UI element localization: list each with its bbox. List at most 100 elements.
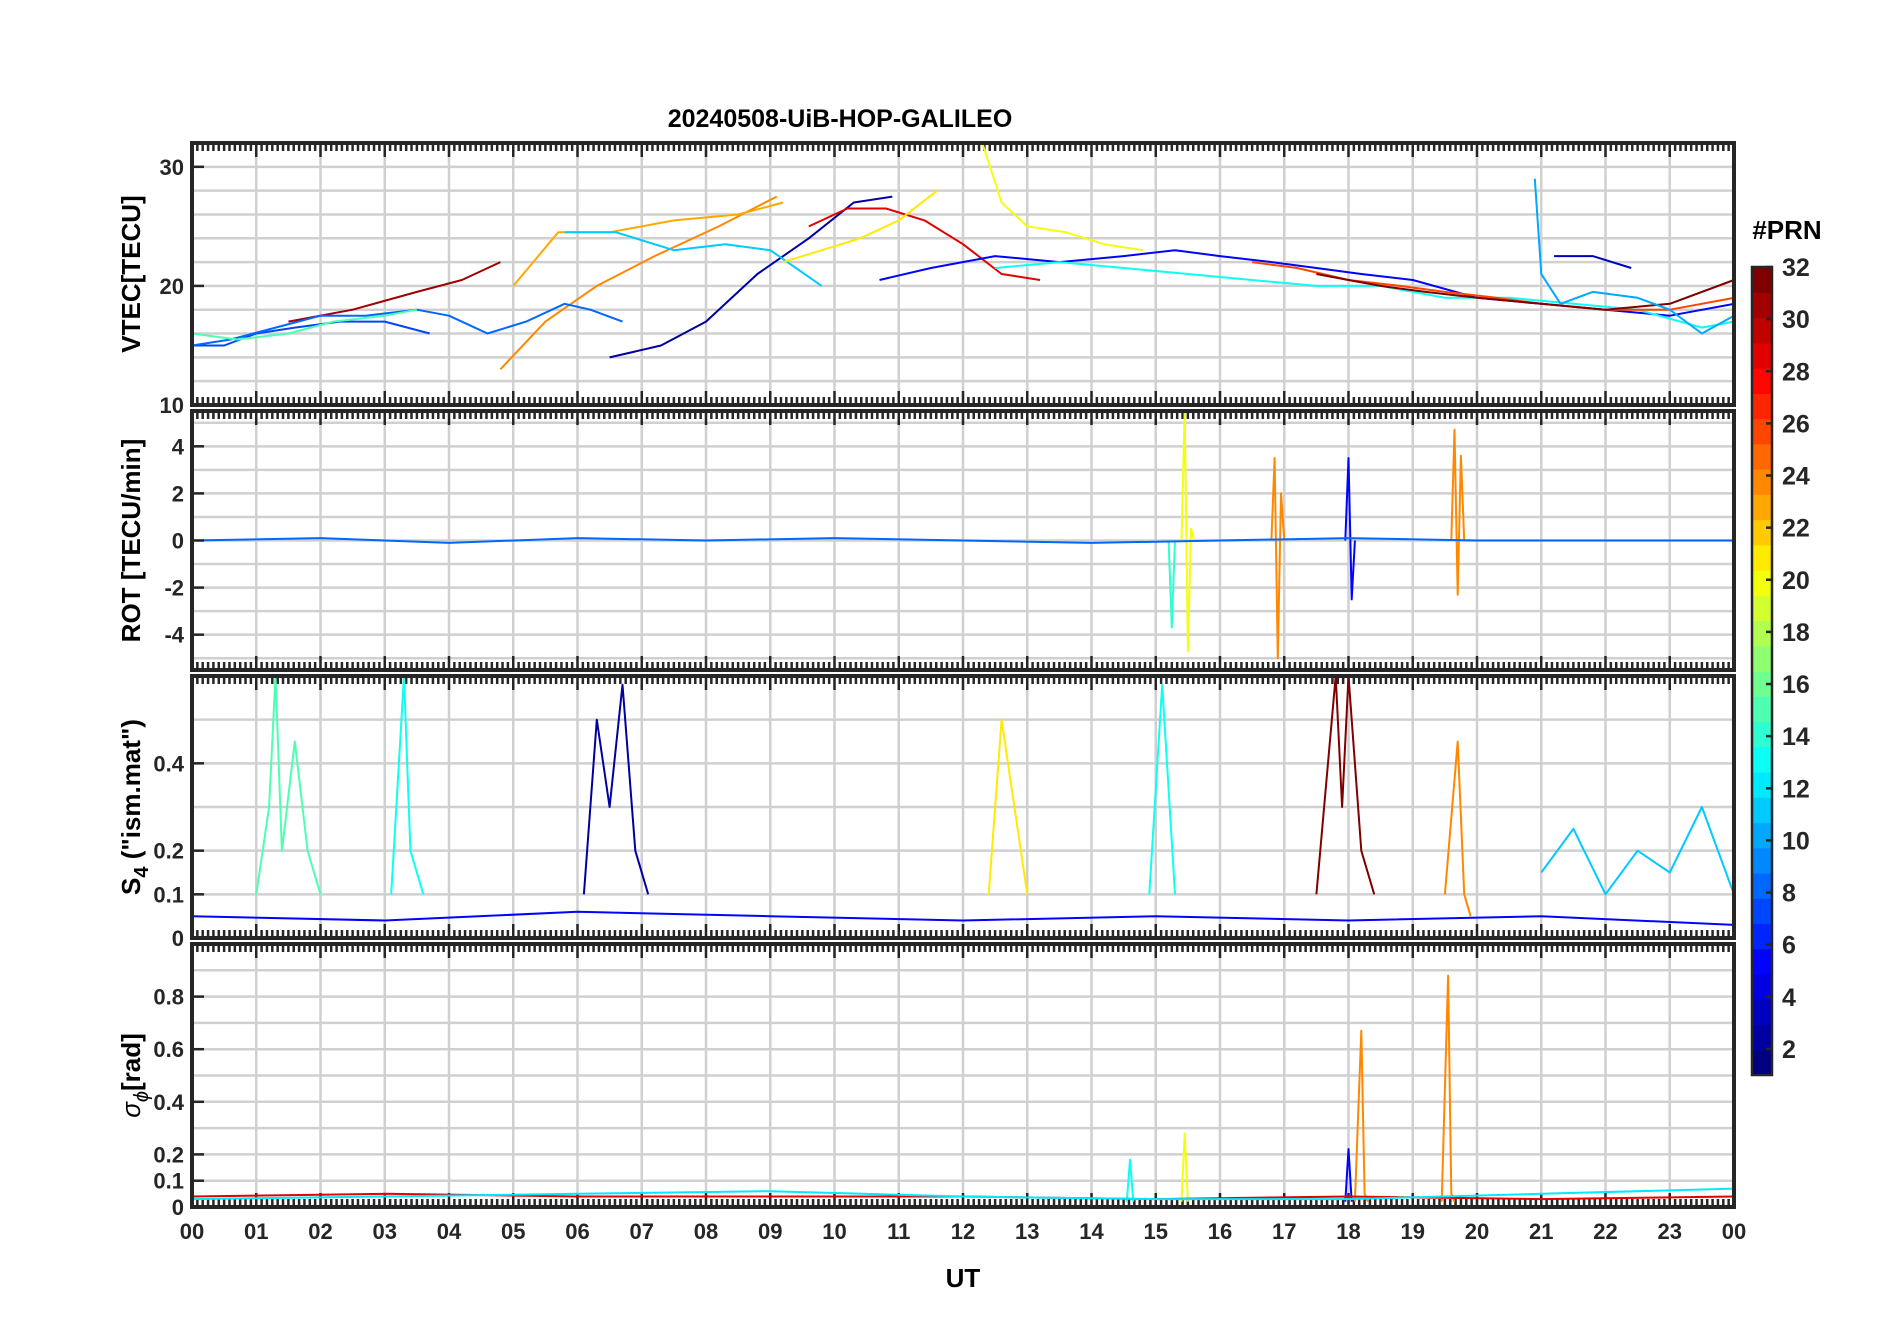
y-tick-label: 0.6 <box>153 1037 184 1062</box>
y-tick-label: 0.2 <box>153 839 184 864</box>
colorbar-bin <box>1752 469 1772 495</box>
y-tick-label: 0 <box>172 926 184 951</box>
series-line-prn-26 <box>1251 261 1734 311</box>
colorbar-bin <box>1752 772 1772 798</box>
colorbar-bin <box>1752 342 1772 369</box>
y-tick-label: 0.8 <box>153 985 184 1010</box>
colorbar-bin <box>1752 721 1772 748</box>
colorbar-bin <box>1752 873 1772 899</box>
colorbar-bin <box>1752 267 1772 293</box>
series-line-prn-13 <box>1125 1158 1135 1202</box>
x-tick-label: 23 <box>1658 1219 1682 1244</box>
x-tick-label: 08 <box>694 1219 718 1244</box>
series-line-prn-21 <box>987 718 1029 895</box>
colorbar-tick-label: 8 <box>1782 880 1796 908</box>
x-tick-label: 13 <box>1015 1219 1039 1244</box>
series-group <box>192 411 1734 660</box>
colorbar-tick-label: 16 <box>1782 671 1810 699</box>
axes-vtec: 10 20 30 VTEC[TECU] <box>116 141 1736 418</box>
series-line-prn-10 <box>1533 178 1734 335</box>
y-tick-label: 4 <box>172 434 185 459</box>
x-axis-label: UT <box>946 1263 981 1293</box>
series-line-prn-11 <box>1540 806 1734 896</box>
x-tick-label: 18 <box>1336 1219 1360 1244</box>
axes-frame <box>190 409 1736 672</box>
colorbar-tick-label: 28 <box>1782 358 1810 386</box>
x-tick-label: 06 <box>565 1219 589 1244</box>
series-line-prn-20 <box>981 143 1144 252</box>
x-tick-label: 20 <box>1465 1219 1489 1244</box>
series-line-prn-24 <box>1443 740 1472 917</box>
colorbar-bin <box>1752 645 1772 672</box>
axes-frame <box>190 942 1736 1209</box>
colorbar-tick-label: 20 <box>1782 567 1810 595</box>
y-tick-label: 0.2 <box>153 1142 184 1167</box>
colorbar-bin <box>1752 923 1772 950</box>
colorbar-title: #PRN <box>1752 215 1821 245</box>
y-tick-label: 30 <box>160 155 184 180</box>
series-line-prn-8 <box>192 302 623 347</box>
series-line-prn-13 <box>1148 683 1176 895</box>
y-tick-label: 10 <box>160 393 184 418</box>
series-line-prn-5 <box>192 910 1734 926</box>
series-line-prn-20 <box>1180 1132 1189 1202</box>
y-tick-label: -4 <box>164 623 184 648</box>
colorbar-tick-label: 4 <box>1782 984 1796 1012</box>
series-line-prn-2 <box>582 683 650 895</box>
colorbar-bin <box>1752 443 1772 470</box>
y-tick-label: 0.4 <box>153 751 184 776</box>
x-tick-label: 07 <box>630 1219 654 1244</box>
x-tick-label: 00 <box>180 1219 204 1244</box>
colorbar-bin <box>1752 1024 1772 1051</box>
colorbar-bin <box>1752 544 1772 571</box>
series-line-prn-13 <box>390 676 425 895</box>
colorbar-bin <box>1752 696 1772 723</box>
axes-sigma-phi: 00.10.2 0.4 0.6 0.8σϕ[rad] <box>116 942 1736 1220</box>
series-line-prn-15 <box>255 676 322 895</box>
series-line-prn-24 <box>1450 428 1466 596</box>
y-axis-label: VTEC[TECU] <box>116 195 146 352</box>
colorbar-tick-label: 12 <box>1782 775 1810 803</box>
y-tick-label: 0 <box>172 1195 184 1220</box>
y-tick-label: 20 <box>160 274 184 299</box>
series-line-prn-21 <box>782 189 938 264</box>
colorbar-tick-label: 10 <box>1782 827 1810 855</box>
axes-rot: -4 -2 0 2 4 ROT [TECU/min] <box>116 409 1736 672</box>
colorbar-tick-label: 6 <box>1782 932 1796 960</box>
series-line-prn-13 <box>995 261 1734 329</box>
series-line-prn-8 <box>192 537 1734 544</box>
x-tick-label: 21 <box>1529 1219 1553 1244</box>
series-line-prn-23 <box>512 201 784 287</box>
colorbar-bin <box>1752 746 1772 773</box>
series-line-prn-5 <box>1344 457 1356 601</box>
colorbar-tick-label: 24 <box>1782 463 1810 491</box>
x-tick-label: 04 <box>437 1219 462 1244</box>
colorbar-tick-label: 32 <box>1782 254 1810 282</box>
y-tick-label: 2 <box>172 481 184 506</box>
colorbar-tick-label: 26 <box>1782 410 1810 438</box>
colorbar-bin <box>1752 317 1772 344</box>
series-line-prn-20 <box>1180 411 1196 653</box>
y-tick-label: 0.1 <box>153 1169 184 1194</box>
series-line-prn-32 <box>1315 676 1376 895</box>
x-tick-label: 01 <box>244 1219 268 1244</box>
x-tick-label: 09 <box>758 1219 782 1244</box>
axes-frame <box>190 141 1736 407</box>
y-axis-label: ROT [TECU/min] <box>116 439 146 643</box>
x-tick-label: 03 <box>373 1219 397 1244</box>
series-line-prn-15 <box>192 308 418 341</box>
colorbar-bin <box>1752 948 1772 975</box>
colorbar-tick-label: 22 <box>1782 515 1810 543</box>
colorbar-tick-label: 30 <box>1782 306 1810 334</box>
series-line-prn-7 <box>192 320 430 347</box>
series-line-prn-24 <box>1270 457 1286 660</box>
x-tick-label: 16 <box>1208 1219 1232 1244</box>
series-line-prn-11 <box>564 231 823 287</box>
series-line-prn-24 <box>499 195 778 370</box>
axes-frame <box>190 674 1736 940</box>
colorbar-bin <box>1752 519 1772 546</box>
series-group <box>192 974 1734 1203</box>
x-tick-label: 00 <box>1722 1219 1746 1244</box>
